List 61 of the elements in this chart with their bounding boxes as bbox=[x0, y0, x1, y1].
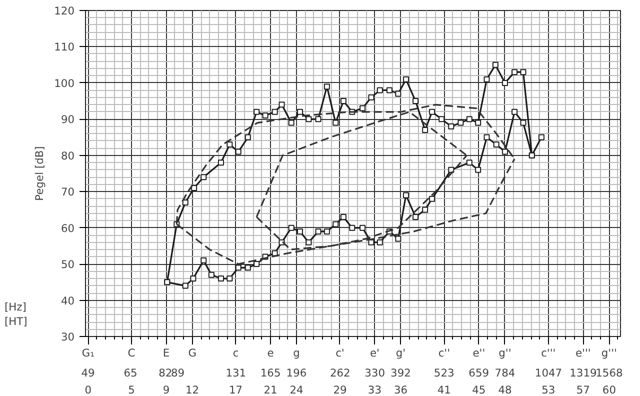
x-tick-label: 12 bbox=[186, 384, 200, 396]
x-tick-label: 41 bbox=[437, 384, 451, 396]
text: C bbox=[128, 346, 136, 360]
x2-tick-label: 659 bbox=[468, 366, 490, 380]
text: G₁ bbox=[82, 346, 94, 360]
y-tick-label: 110 bbox=[54, 40, 75, 54]
x2-tick-label: 89 bbox=[170, 366, 185, 380]
y-tick-label: 60 bbox=[60, 222, 75, 235]
text: c' bbox=[336, 346, 344, 360]
x-tick-label: 33 bbox=[368, 384, 382, 396]
x2-tick-label: 1319 bbox=[570, 366, 597, 380]
text: c bbox=[232, 346, 239, 360]
text: [Hz] bbox=[4, 300, 26, 314]
text: e bbox=[267, 346, 274, 360]
text: g' bbox=[396, 346, 406, 360]
x2-tick-label: 49 bbox=[81, 366, 95, 380]
y-tick-label: 80 bbox=[60, 149, 75, 162]
y-tick-label: 90 bbox=[60, 113, 75, 126]
text: g''' bbox=[601, 346, 617, 360]
x-tick-label: 57 bbox=[576, 384, 590, 396]
text: G bbox=[188, 346, 196, 360]
y-tick-label: 120 bbox=[54, 4, 75, 18]
x2-tick-label: 330 bbox=[364, 366, 386, 380]
x-tick-label: 9 bbox=[162, 384, 170, 396]
x2-tick-label: 523 bbox=[434, 366, 454, 380]
x-tick-label: 48 bbox=[498, 384, 512, 396]
x-tick-label: 21 bbox=[264, 384, 278, 396]
x2-tick-label: 131 bbox=[226, 366, 246, 380]
text: c'' bbox=[438, 346, 450, 360]
text: e' bbox=[370, 346, 380, 360]
x2-tick-label: 82 bbox=[158, 366, 172, 380]
x2-tick-label: 1568 bbox=[596, 366, 624, 380]
x-tick-label: 0 bbox=[84, 384, 92, 396]
y-tick-label: 50 bbox=[60, 258, 75, 272]
text: e'' bbox=[472, 346, 486, 360]
y-tick-label: 30 bbox=[60, 330, 75, 344]
text: E bbox=[162, 346, 170, 360]
x2-tick-label: 784 bbox=[494, 366, 516, 380]
y-tick-label: 70 bbox=[60, 186, 75, 199]
x-tick-label: 17 bbox=[228, 384, 243, 396]
x2-tick-label: 262 bbox=[330, 366, 350, 380]
x2-tick-label: 165 bbox=[260, 366, 281, 380]
x-tick-label: 5 bbox=[128, 384, 135, 396]
x-tick-label: 60 bbox=[602, 384, 616, 396]
x2-tick-label: 392 bbox=[390, 366, 411, 380]
y-tick-label: 40 bbox=[60, 294, 75, 308]
text: e''' bbox=[575, 346, 591, 360]
x-tick-label: 53 bbox=[542, 384, 556, 396]
x-tick-label: 45 bbox=[472, 384, 486, 396]
x2-tick-label: 196 bbox=[286, 366, 307, 380]
text: [HT] bbox=[4, 315, 28, 328]
y-axis-title: Pegel [dB] bbox=[33, 146, 46, 201]
x-tick-label: 36 bbox=[394, 384, 408, 396]
y-tick-label: 100 bbox=[54, 76, 75, 90]
x2-tick-label: 1047 bbox=[534, 366, 562, 380]
x2-tick-label: 65 bbox=[124, 366, 138, 380]
text: c''' bbox=[541, 346, 556, 360]
x-tick-label: 24 bbox=[290, 384, 304, 396]
x-tick-label: 29 bbox=[333, 384, 347, 396]
text: g'' bbox=[498, 346, 512, 360]
text: g bbox=[293, 346, 300, 360]
